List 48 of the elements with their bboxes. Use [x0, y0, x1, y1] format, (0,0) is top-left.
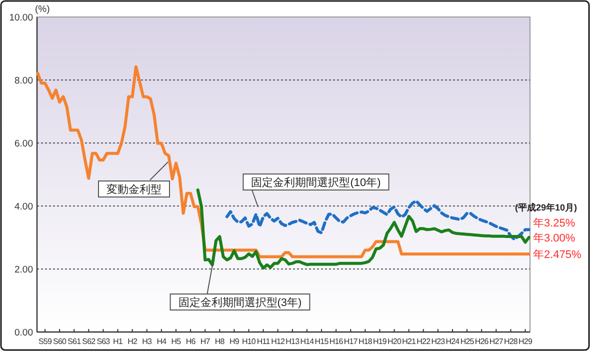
x-tick-label: H6 [186, 337, 196, 346]
x-tick-label: H19 [372, 337, 388, 346]
x-tick-label: S59 [38, 337, 52, 346]
x-tick-label: H9 [229, 337, 240, 346]
y-tick-label: 6.00 [14, 138, 33, 150]
x-tick-label: S63 [96, 337, 111, 346]
x-tick-label: H16 [329, 337, 344, 346]
y-tick-label: 0.00 [14, 328, 33, 338]
x-tick-label: H17 [344, 337, 358, 346]
x-tick-label: H20 [388, 337, 402, 346]
x-tick-label: H21 [402, 337, 417, 346]
text: 固定金利期間選択型(3年) [178, 296, 302, 309]
x-tick-label: H29 [518, 337, 533, 346]
x-tick-label: H24 [446, 337, 460, 346]
x-tick-label: H5 [171, 337, 182, 346]
y-tick-label: 8.00 [14, 76, 33, 86]
series-label: 変動金利型 [106, 183, 162, 196]
x-tick-label: H10 [242, 337, 256, 346]
x-tick-label: H12 [271, 337, 286, 346]
x-tick-label: H22 [416, 337, 432, 346]
y-axis-title: (%) [35, 4, 50, 15]
y-tick-label: 2.00 [14, 264, 33, 276]
x-tick-label: H4 [156, 337, 168, 346]
x-tick-label: H18 [358, 337, 373, 346]
text: 年3.00% [533, 232, 576, 244]
x-tick-label: H25 [460, 337, 475, 346]
x-tick-label: H2 [128, 337, 138, 346]
y-tick-label: 10.00 [9, 12, 33, 24]
x-tick-label: H7 [200, 337, 211, 346]
x-tick-label: S61 [68, 337, 82, 346]
x-tick-label: S60 [53, 337, 68, 346]
x-tick-label: H14 [300, 337, 315, 346]
x-tick-label: H13 [286, 337, 300, 346]
x-tick-label: H28 [504, 337, 518, 346]
text: 年3.25% [533, 218, 576, 230]
series-label: 固定金利期間選択型(10年) [251, 176, 381, 189]
x-tick-label: H3 [142, 337, 153, 346]
x-tick-label: H23 [431, 337, 446, 346]
x-tick-label: H1 [113, 337, 124, 346]
x-tick-label: S62 [82, 337, 96, 346]
y-tick-label: 4.00 [14, 202, 33, 212]
x-tick-label: H15 [314, 337, 330, 346]
annotation: (平成29年10月) [514, 202, 578, 212]
x-tick-label: H26 [474, 337, 490, 346]
x-tick-label: H27 [489, 337, 504, 346]
x-tick-label: H8 [214, 337, 226, 346]
x-tick-label: H11 [256, 337, 271, 346]
text: 年2.475% [533, 249, 582, 262]
